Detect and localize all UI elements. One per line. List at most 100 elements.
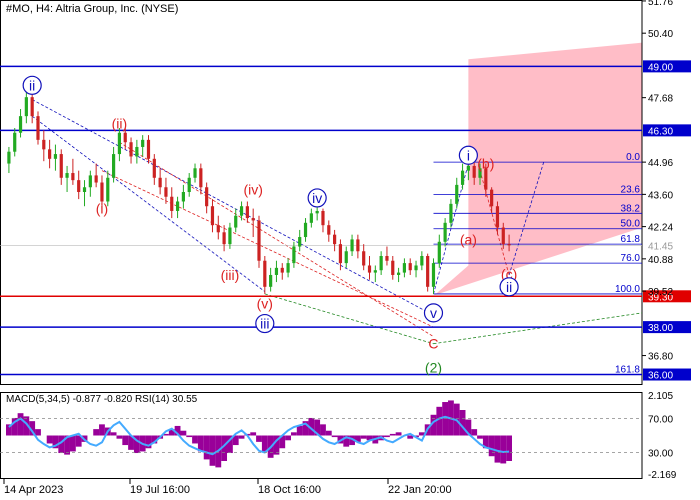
candle-body (333, 234, 337, 245)
candle-body (210, 206, 215, 226)
candle-body (379, 256, 383, 271)
level-price-label: 46.30 (648, 126, 673, 137)
time-tick-label: 22 Jan 20:00 (388, 484, 452, 496)
candle-body (245, 206, 249, 219)
candle-body (181, 192, 185, 202)
macd-bar (238, 435, 245, 439)
macd-bar (163, 433, 169, 436)
fib-label: 50.0 (621, 219, 641, 230)
macd-bar (314, 419, 321, 436)
macd-bar (180, 430, 187, 436)
macd-bar (285, 435, 291, 441)
macd-bar (116, 435, 123, 439)
rsi-line (8, 415, 510, 456)
macd-bar (93, 429, 100, 436)
candle-body (367, 265, 372, 273)
candle-body (443, 222, 447, 242)
target-zone-layer (434, 42, 642, 296)
candle-body (42, 139, 46, 150)
candle-body (344, 251, 348, 264)
candle-body (88, 175, 92, 188)
candle-body (18, 116, 23, 133)
candle-body (396, 272, 401, 275)
indicator-panel-frame (0, 392, 643, 479)
wave-label: (a) (460, 231, 477, 247)
macd-bar (46, 435, 53, 444)
macd-bar (35, 429, 41, 436)
candle-body (82, 187, 87, 192)
wave-label: (2) (425, 359, 442, 375)
price-tick-label: 40.88 (648, 255, 673, 266)
candle-body (106, 177, 110, 202)
indicator-axis-label: 30.00 (648, 449, 673, 460)
level-price-tag (643, 368, 691, 381)
macd-bar (360, 435, 367, 439)
candle-body (269, 274, 273, 287)
macd-bar (459, 410, 466, 436)
macd-bar (29, 421, 36, 436)
candle-body (478, 168, 482, 178)
candle-body (30, 97, 34, 117)
macd-bar (110, 432, 117, 436)
indicator-axis-label: 2.105 (648, 391, 673, 402)
macd-bar (302, 421, 309, 436)
candle-body (234, 215, 238, 228)
fib-label: 38.2 (621, 203, 641, 214)
macd-bar (174, 425, 181, 436)
fib-label: 76.0 (621, 253, 641, 264)
trendline-green (264, 293, 434, 345)
candle-body (71, 173, 75, 181)
level-price-label: 39.30 (648, 292, 673, 303)
candle-body (175, 201, 180, 211)
level-price-label: 36.00 (648, 371, 673, 382)
macd-bar (349, 435, 355, 446)
candle-body (100, 182, 104, 202)
wave-label-circle (423, 303, 444, 323)
macd-bar (69, 435, 76, 452)
price-panel-frame (0, 0, 643, 385)
candle-body (350, 239, 354, 252)
candle-body (257, 220, 261, 261)
macd-bar (232, 435, 239, 446)
macd-bar (145, 435, 152, 449)
fib-label: 0.0 (626, 152, 640, 163)
candle-body (414, 265, 418, 271)
candle-body (391, 260, 395, 275)
macd-bar (343, 435, 350, 447)
candle-body (141, 139, 145, 147)
macd-bar (133, 435, 140, 454)
candle-body (111, 154, 116, 178)
candle-body (472, 165, 476, 178)
wave-label: C (428, 336, 438, 352)
candle-body (123, 132, 127, 143)
candle-body (199, 168, 203, 188)
current-price-label: 41.45 (648, 241, 673, 252)
macd-bar (6, 424, 12, 436)
level-price-tag (643, 60, 691, 73)
candle-body (402, 263, 407, 273)
candle-body (187, 177, 191, 192)
candle-body (385, 256, 389, 261)
candle-body (460, 170, 465, 185)
macd-bar (99, 424, 105, 436)
level-price-tag (643, 290, 691, 303)
macd-bar (384, 435, 390, 438)
wave-label: (v) (257, 295, 273, 311)
candle-body (36, 116, 40, 140)
candle-body (484, 168, 488, 190)
candle-body (437, 241, 441, 264)
macd-bar (279, 435, 286, 449)
macd-bar (209, 435, 216, 466)
price-tick-label: 39.52 (648, 287, 673, 298)
macd-bar (320, 424, 326, 436)
macd-bar (500, 435, 507, 464)
macd-bar (52, 435, 59, 449)
candle-body (146, 139, 151, 159)
candle-body (152, 158, 156, 178)
current-price-tag (643, 239, 691, 252)
candle-body (251, 218, 255, 221)
fibonacci-layer: 0.0 23.6 38.2 50.0 61.8 76.0 100.0 161.8 (433, 152, 642, 376)
macd-bar (197, 435, 204, 452)
candle-body (135, 146, 139, 157)
